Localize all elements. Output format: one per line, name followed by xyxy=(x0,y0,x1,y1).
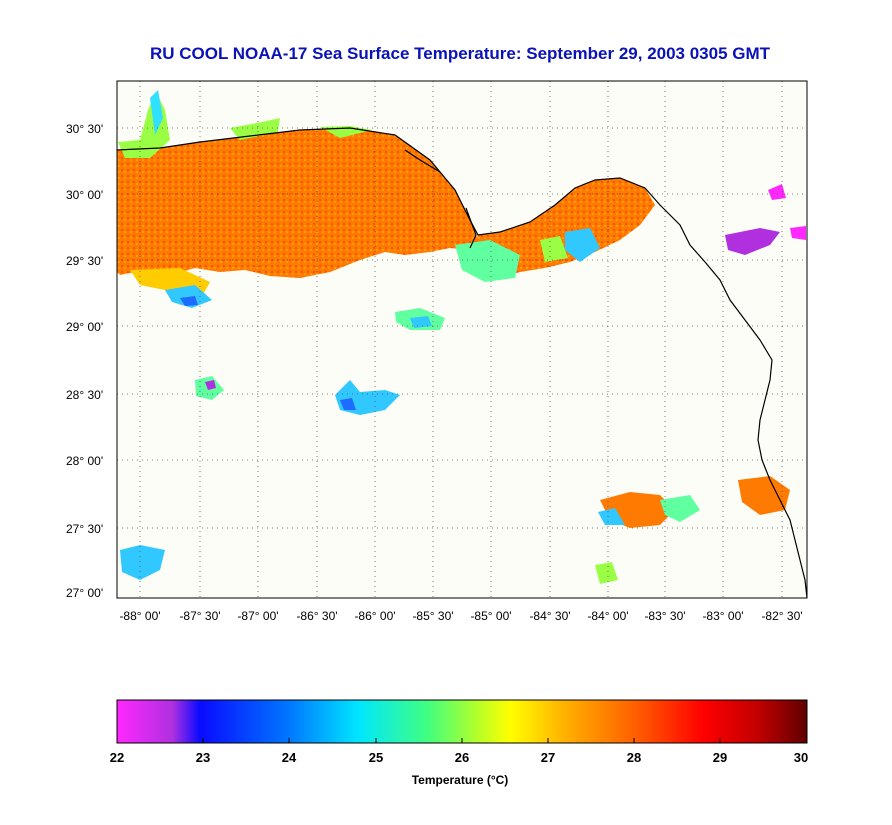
lat-tick: 27° 30' xyxy=(66,522,103,536)
cool-patches xyxy=(118,90,806,584)
map-frame xyxy=(116,80,808,599)
map-title: RU COOL NOAA-17 Sea Surface Temperature:… xyxy=(149,44,771,63)
lon-tick: -83° 30' xyxy=(644,609,685,623)
colorbar-tick-label: 23 xyxy=(196,750,210,765)
lon-tick: -87° 00' xyxy=(237,609,278,623)
colorbar-ticks xyxy=(116,738,808,743)
lat-tick: 30° 00' xyxy=(66,188,103,202)
lon-tick: -82° 30' xyxy=(761,609,802,623)
lat-tick-labels: 30° 30' 30° 00' 29° 30' 29° 00' 28° 30' … xyxy=(66,122,103,600)
lon-tick-labels: -88° 00' -87° 30' -87° 00' -86° 30' -86°… xyxy=(119,609,802,623)
lon-tick: -85° 30' xyxy=(412,609,453,623)
lat-tick: 27° 00' xyxy=(66,586,103,600)
lon-tick: -84° 30' xyxy=(529,609,570,623)
colorbar-tick-label: 27 xyxy=(541,750,555,765)
colorbar-title: Temperature (°C) xyxy=(412,773,509,787)
colorbar: 22 23 24 25 26 27 28 29 30 Temperature (… xyxy=(110,699,808,787)
coastline xyxy=(116,127,808,599)
lon-tick: -83° 00' xyxy=(702,609,743,623)
lat-tick: 28° 30' xyxy=(66,388,103,402)
colorbar-tick-label: 22 xyxy=(110,750,124,765)
colorbar-tick-label: 29 xyxy=(713,750,727,765)
colorbar-tick-label: 30 xyxy=(794,750,808,765)
lon-tick: -84° 00' xyxy=(587,609,628,623)
map-panel xyxy=(116,80,808,599)
lon-tick: -87° 30' xyxy=(179,609,220,623)
lat-tick: 29° 30' xyxy=(66,254,103,268)
colorbar-tick-label: 26 xyxy=(455,750,469,765)
lat-tick: 29° 00' xyxy=(66,320,103,334)
colorbar-tick-label: 28 xyxy=(627,750,641,765)
sst-band-east xyxy=(470,178,655,278)
lon-tick: -88° 00' xyxy=(119,609,160,623)
lon-tick: -86° 30' xyxy=(296,609,337,623)
colorbar-tick-label: 25 xyxy=(369,750,383,765)
sst-band-west xyxy=(117,128,478,278)
colorbar-tick-label: 24 xyxy=(282,750,297,765)
graticule xyxy=(117,81,807,598)
lon-tick: -86° 00' xyxy=(354,609,395,623)
lon-tick: -85° 00' xyxy=(470,609,511,623)
lat-tick: 30° 30' xyxy=(66,122,103,136)
colorbar-gradient xyxy=(116,699,808,744)
lat-tick: 28° 00' xyxy=(66,454,103,468)
